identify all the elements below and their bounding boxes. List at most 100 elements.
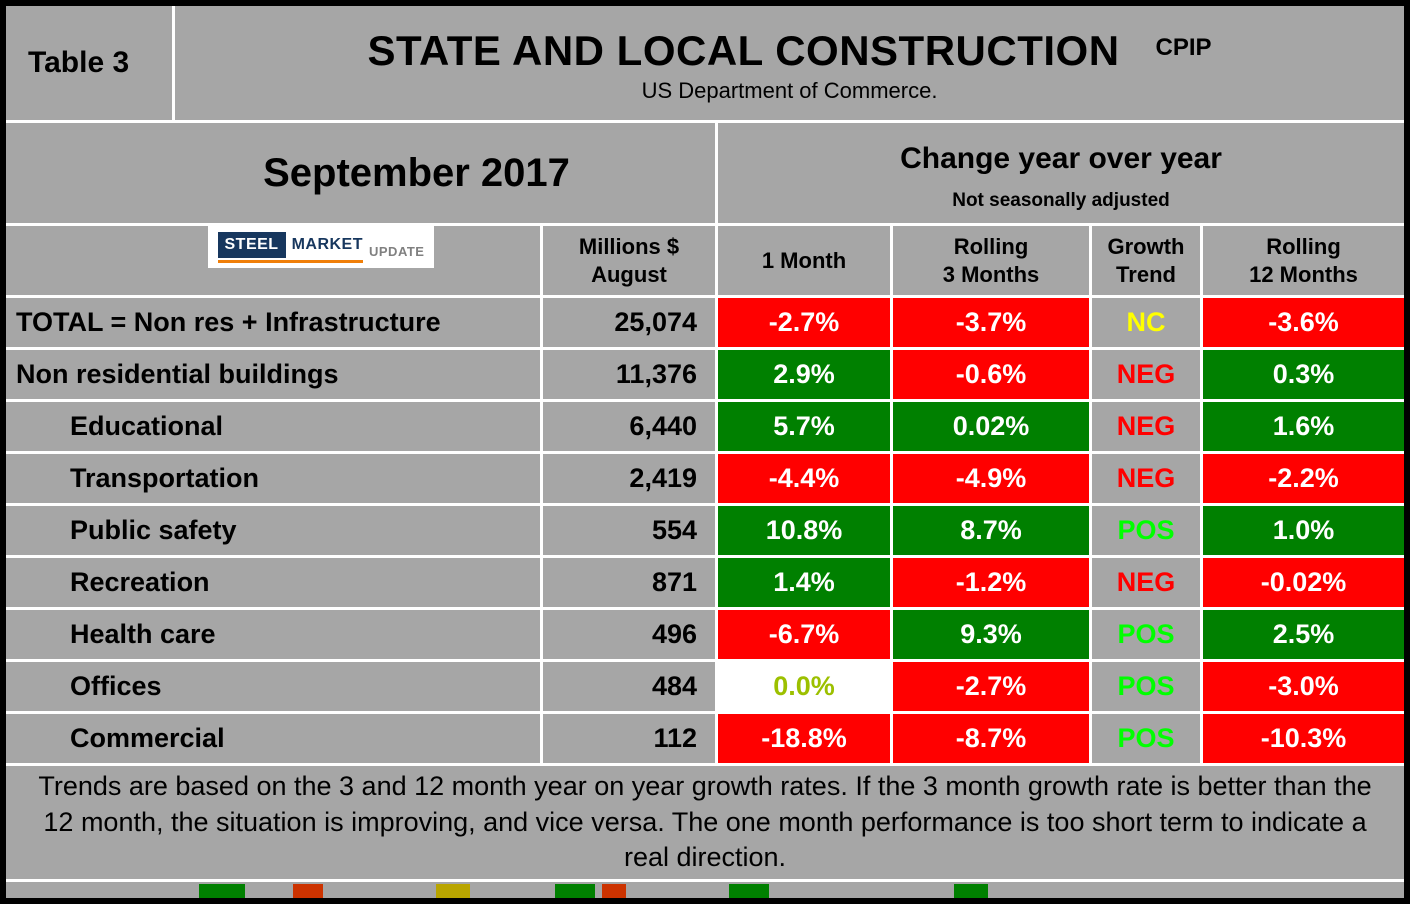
title-area: STATE AND LOCAL CONSTRUCTION CPIP US Dep… (175, 6, 1404, 120)
cell-rolling-3-months: -8.7% (893, 714, 1092, 763)
cell-millions: 25,074 (543, 298, 718, 347)
cell-growth-trend: POS (1092, 714, 1203, 763)
cell-1-month: 2.9% (718, 350, 893, 399)
footnote: Trends are based on the 3 and 12 month y… (6, 766, 1404, 882)
row-label: Educational (6, 402, 543, 451)
colhead-rolling-12-months: Rolling 12 Months (1203, 226, 1404, 295)
colhead-1-month: 1 Month (718, 226, 893, 295)
cell-rolling-12-months: 1.6% (1203, 402, 1404, 451)
cell-rolling-12-months: 2.5% (1203, 610, 1404, 659)
cell-rolling-3-months: -4.9% (893, 454, 1092, 503)
table-row-public-safety: Public safety 554 10.8% 8.7% POS 1.0% (6, 506, 1404, 558)
row-label: Offices (6, 662, 543, 711)
colhead-millions: Millions $ August (543, 226, 718, 295)
row-label: Public safety (6, 506, 543, 555)
logo-cell: STEEL MARKET UPDATE (6, 226, 543, 295)
next-table-sliver (6, 882, 1404, 898)
cell-rolling-12-months: 1.0% (1203, 506, 1404, 555)
cell-millions: 871 (543, 558, 718, 607)
cell-millions: 484 (543, 662, 718, 711)
cell-growth-trend: NEG (1092, 454, 1203, 503)
cell-1-month: 0.0% (718, 662, 893, 711)
row-label: TOTAL = Non res + Infrastructure (6, 298, 543, 347)
cell-1-month: -18.8% (718, 714, 893, 763)
table-row-commercial: Commercial 112 -18.8% -8.7% POS -10.3% (6, 714, 1404, 766)
colhead-growth-trend: Growth Trend (1092, 226, 1203, 295)
cell-growth-trend: NEG (1092, 558, 1203, 607)
page-title: STATE AND LOCAL CONSTRUCTION (367, 26, 1120, 74)
cell-rolling-3-months: -0.6% (893, 350, 1092, 399)
next-table-fragment (555, 884, 595, 898)
period-change-area: Change year over year Not seasonally adj… (718, 123, 1404, 223)
title-subtitle: US Department of Commerce. (641, 77, 938, 103)
colhead-r3-line2: 3 Months (942, 261, 1040, 287)
logo-word-market: MARKET (291, 236, 363, 253)
table-row-total: TOTAL = Non res + Infrastructure 25,074 … (6, 298, 1404, 350)
change-subtitle: Not seasonally adjusted (952, 190, 1170, 211)
cell-rolling-12-months: 0.3% (1203, 350, 1404, 399)
cell-millions: 112 (543, 714, 718, 763)
cell-1-month: -2.7% (718, 298, 893, 347)
header-band: Table 3 STATE AND LOCAL CONSTRUCTION CPI… (6, 6, 1404, 123)
cell-rolling-3-months: 8.7% (893, 506, 1092, 555)
cell-millions: 2,419 (543, 454, 718, 503)
colhead-trend-line1: Growth (1107, 234, 1185, 259)
cell-growth-trend: POS (1092, 610, 1203, 659)
cell-growth-trend: NEG (1092, 402, 1203, 451)
logo-word-steel: STEEL (217, 232, 286, 258)
cell-1-month: -6.7% (718, 610, 893, 659)
colhead-r12-line2: 12 Months (1249, 261, 1358, 287)
cell-rolling-3-months: -1.2% (893, 558, 1092, 607)
cell-rolling-12-months: -3.0% (1203, 662, 1404, 711)
cell-rolling-12-months: -2.2% (1203, 454, 1404, 503)
cell-1-month: 10.8% (718, 506, 893, 555)
next-table-fragment (293, 884, 323, 898)
table-row-health-care: Health care 496 -6.7% 9.3% POS 2.5% (6, 610, 1404, 662)
next-table-fragment (199, 884, 245, 898)
table-row-offices: Offices 484 0.0% -2.7% POS -3.0% (6, 662, 1404, 714)
colhead-1-month-label: 1 Month (761, 247, 847, 273)
table-row-recreation: Recreation 871 1.4% -1.2% NEG -0.02% (6, 558, 1404, 610)
row-label: Recreation (6, 558, 543, 607)
period-month: September 2017 (6, 123, 718, 223)
steel-market-update-logo: STEEL MARKET UPDATE (207, 226, 435, 268)
cell-millions: 554 (543, 506, 718, 555)
title-line: STATE AND LOCAL CONSTRUCTION CPIP (367, 27, 1211, 75)
table-row-nonres: Non residential buildings 11,376 2.9% -0… (6, 350, 1404, 402)
cell-millions: 6,440 (543, 402, 718, 451)
colhead-millions-line2: August (591, 261, 667, 287)
table-label: Table 3 (6, 6, 175, 120)
next-table-fragment (436, 884, 470, 898)
colhead-rolling-3-months: Rolling 3 Months (893, 226, 1092, 295)
row-label: Non residential buildings (6, 350, 543, 399)
cell-rolling-12-months: -10.3% (1203, 714, 1404, 763)
cell-rolling-3-months: 9.3% (893, 610, 1092, 659)
change-title: Change year over year (900, 142, 1222, 175)
cell-1-month: -4.4% (718, 454, 893, 503)
cell-rolling-3-months: -2.7% (893, 662, 1092, 711)
next-table-fragment (729, 884, 769, 898)
cell-rolling-3-months: -3.7% (893, 298, 1092, 347)
cell-1-month: 1.4% (718, 558, 893, 607)
colhead-millions-line1: Millions $ (578, 234, 680, 259)
colhead-r12-line1: Rolling (1266, 234, 1341, 259)
cell-rolling-3-months: 0.02% (893, 402, 1092, 451)
period-band: September 2017 Change year over year Not… (6, 123, 1404, 226)
colhead-r3-line1: Rolling (953, 234, 1029, 259)
cell-rolling-12-months: -3.6% (1203, 298, 1404, 347)
next-table-fragment (954, 884, 988, 898)
cell-growth-trend: POS (1092, 506, 1203, 555)
row-label: Health care (6, 610, 543, 659)
cell-millions: 11,376 (543, 350, 718, 399)
cell-growth-trend: NC (1092, 298, 1203, 347)
cell-millions: 496 (543, 610, 718, 659)
table-row-educational: Educational 6,440 5.7% 0.02% NEG 1.6% (6, 402, 1404, 454)
logo-swoosh: STEEL MARKET (217, 232, 363, 263)
cell-rolling-12-months: -0.02% (1203, 558, 1404, 607)
cell-1-month: 5.7% (718, 402, 893, 451)
cell-growth-trend: POS (1092, 662, 1203, 711)
row-label: Transportation (6, 454, 543, 503)
colhead-trend-line2: Trend (1116, 261, 1176, 287)
title-tag-cpip: CPIP (1155, 33, 1212, 61)
